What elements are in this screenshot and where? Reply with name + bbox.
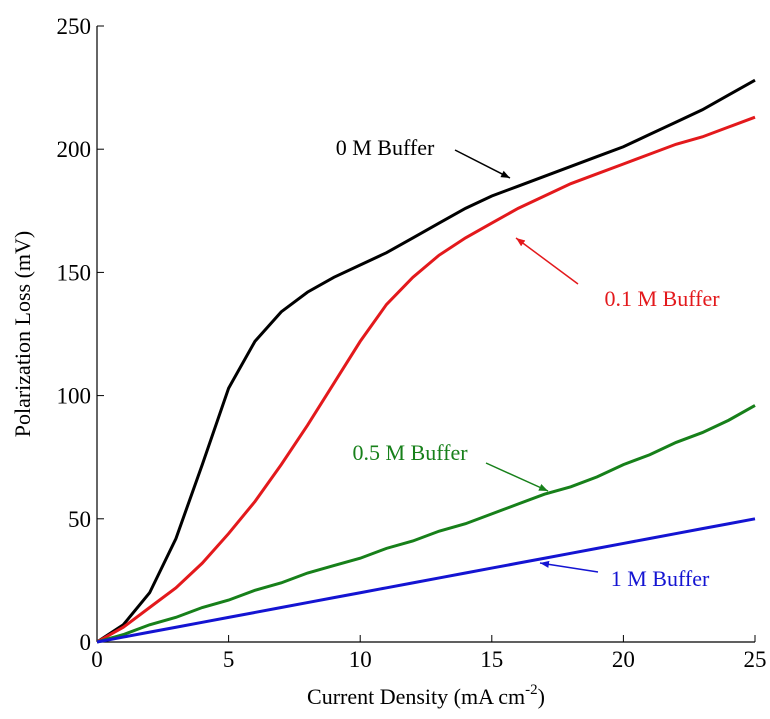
series-line xyxy=(96,115,756,644)
x-tick-label: 0 xyxy=(91,647,103,672)
x-tick-label: 15 xyxy=(480,647,503,672)
line-annotation: 0 M Buffer xyxy=(336,135,435,160)
line-annotation: 1 M Buffer xyxy=(611,566,710,591)
y-tick-label: 250 xyxy=(57,14,92,39)
annotation-arrow xyxy=(485,462,549,492)
line-annotation: 0.1 M Buffer xyxy=(604,286,720,311)
x-axis-label-end: ) xyxy=(538,684,545,709)
x-tick-label: 25 xyxy=(744,647,767,672)
line-annotation: 0.5 M Buffer xyxy=(352,440,468,465)
series-line xyxy=(96,78,756,644)
x-axis-label-main: Current Density (mA cm xyxy=(307,684,525,709)
series-line xyxy=(96,404,756,644)
x-tick-label: 10 xyxy=(349,647,372,672)
x-tick-label: 5 xyxy=(223,647,235,672)
y-tick-label: 0 xyxy=(80,630,92,655)
y-tick-label: 200 xyxy=(57,137,92,162)
y-tick-label: 50 xyxy=(68,507,91,532)
y-axis-label: Polarization Loss (mV) xyxy=(10,231,35,438)
x-tick-label: 20 xyxy=(612,647,635,672)
annotation-arrow xyxy=(539,560,599,573)
y-tick-label: 150 xyxy=(57,260,92,285)
annotation-arrow xyxy=(454,149,511,179)
series-line xyxy=(96,517,756,644)
annotation-arrow xyxy=(515,237,579,285)
x-axis-label: Current Density (mA cm-2) xyxy=(307,682,545,709)
y-tick-label: 100 xyxy=(57,384,92,409)
x-axis-label-sup: -2 xyxy=(525,682,538,698)
